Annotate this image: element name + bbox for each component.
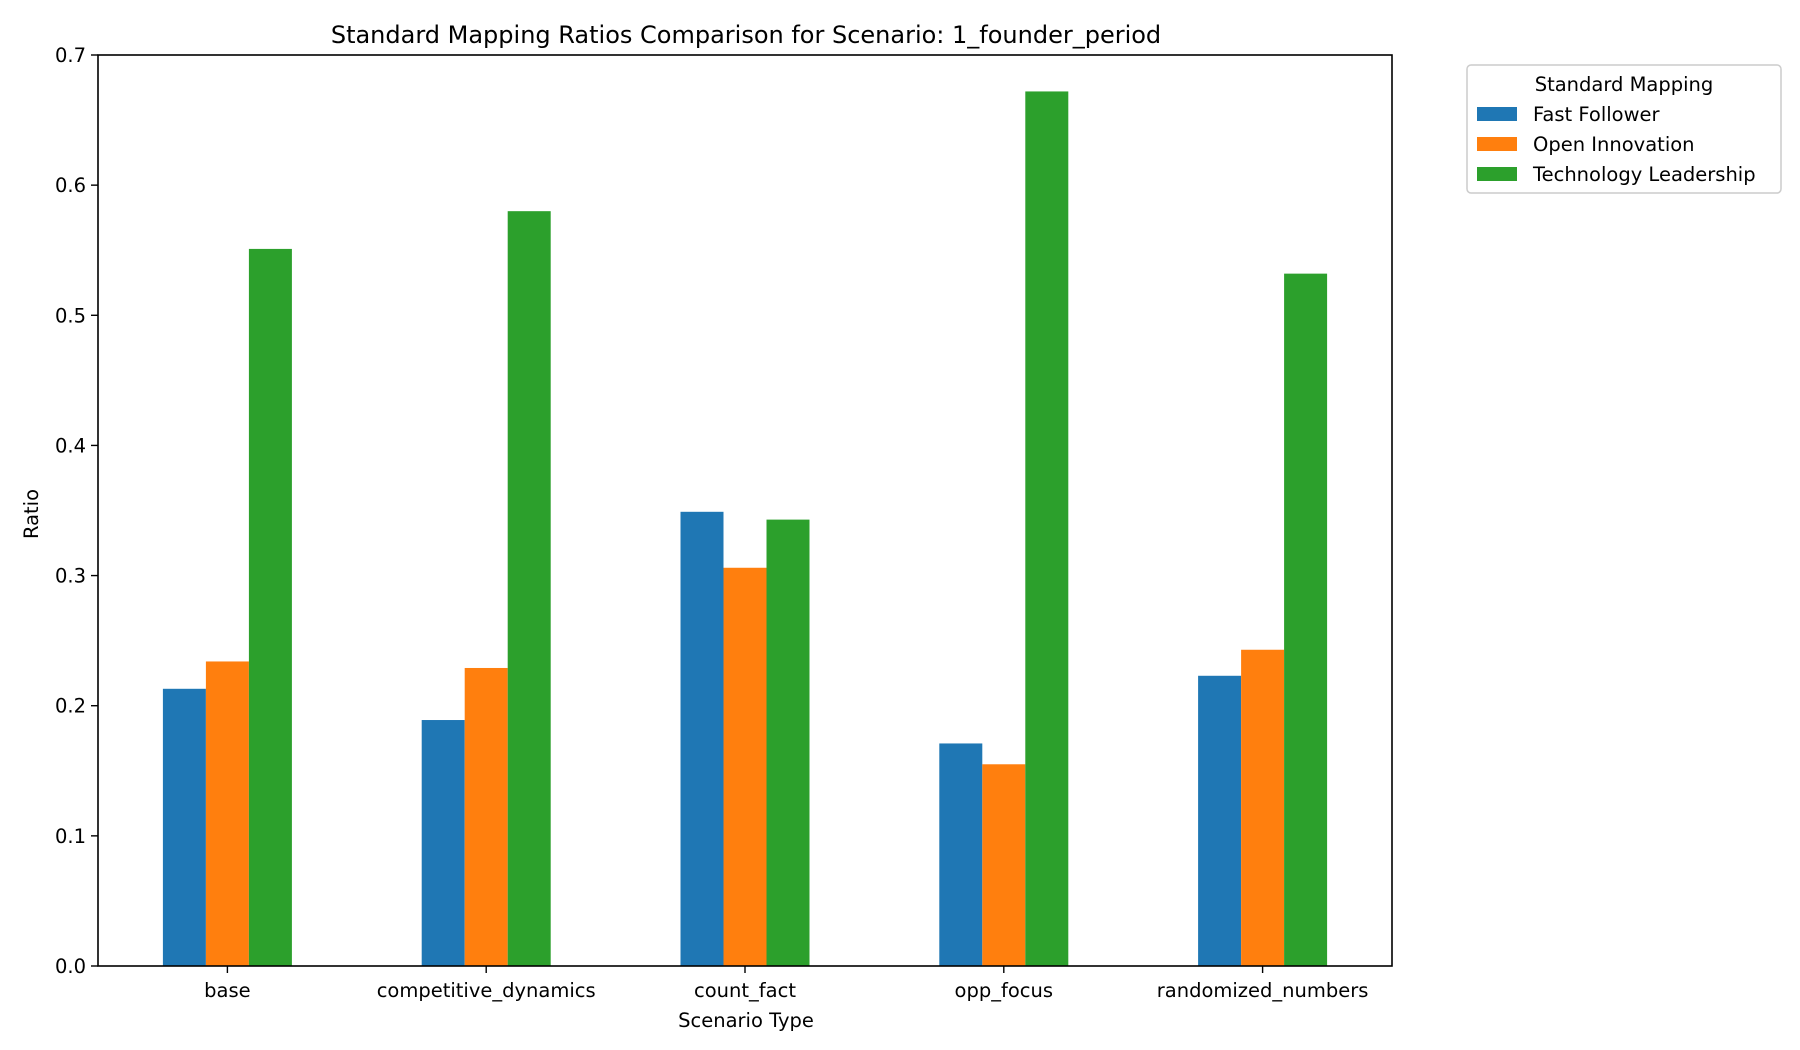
bar-fast-follower-opp_focus [939, 743, 983, 966]
y-tick-label: 0.6 [55, 174, 86, 197]
x-tick-label: competitive_dynamics [377, 979, 596, 1002]
bar-technology-leadership-base [248, 248, 292, 967]
bar-technology-leadership-competitive_dynamics [507, 211, 551, 966]
bars-group [162, 91, 1328, 967]
x-tick-label: count_fact [694, 979, 796, 1002]
bar-fast-follower-competitive_dynamics [421, 720, 465, 966]
bar-fast-follower-randomized_numbers [1198, 675, 1242, 966]
legend-title: Standard Mapping [1535, 73, 1714, 96]
bar-technology-leadership-opp_focus [1025, 91, 1069, 966]
plot-area-frame [97, 54, 1393, 967]
bar-technology-leadership-randomized_numbers [1284, 273, 1328, 966]
bar-open-innovation-randomized_numbers [1241, 649, 1285, 966]
x-axis-label: Scenario Type [678, 1009, 814, 1032]
y-tick-label: 0.3 [55, 565, 86, 588]
y-tick-label: 0.0 [55, 955, 86, 978]
legend: Standard Mapping Fast Follower Open Innov… [1466, 64, 1782, 194]
y-axis-label: Ratio [20, 489, 43, 539]
y-tick-label: 0.2 [55, 695, 86, 718]
ticks-group: base competitive_dynamics count_fact opp_fo… [55, 44, 1368, 1002]
legend-swatch-fast-follower [1477, 107, 1517, 121]
bar-open-innovation-count_fact [723, 567, 767, 966]
y-tick-label: 0.1 [55, 825, 86, 848]
x-tick-label: base [204, 979, 250, 1002]
legend-label-technology-leadership: Technology Leadership [1532, 163, 1756, 186]
y-tick-label: 0.4 [55, 434, 86, 457]
legend-swatch-open-innovation [1477, 137, 1517, 151]
legend-label-fast-follower: Fast Follower [1533, 103, 1661, 126]
chart-title: Standard Mapping Ratios Comparison for S… [331, 21, 1161, 49]
bar-technology-leadership-count_fact [766, 519, 810, 966]
legend-label-open-innovation: Open Innovation [1533, 133, 1695, 156]
bar-open-innovation-competitive_dynamics [464, 667, 508, 966]
y-tick-label: 0.5 [55, 304, 86, 327]
x-tick-label: opp_focus [955, 979, 1053, 1002]
x-tick-label: randomized_numbers [1157, 979, 1369, 1002]
bar-fast-follower-count_fact [680, 511, 724, 966]
bar-fast-follower-base [162, 688, 206, 966]
bar-open-innovation-opp_focus [982, 764, 1026, 966]
y-tick-label: 0.7 [55, 44, 86, 67]
legend-frame [1466, 64, 1782, 194]
bar-open-innovation-base [205, 661, 249, 966]
legend-swatch-technology-leadership [1477, 167, 1517, 181]
